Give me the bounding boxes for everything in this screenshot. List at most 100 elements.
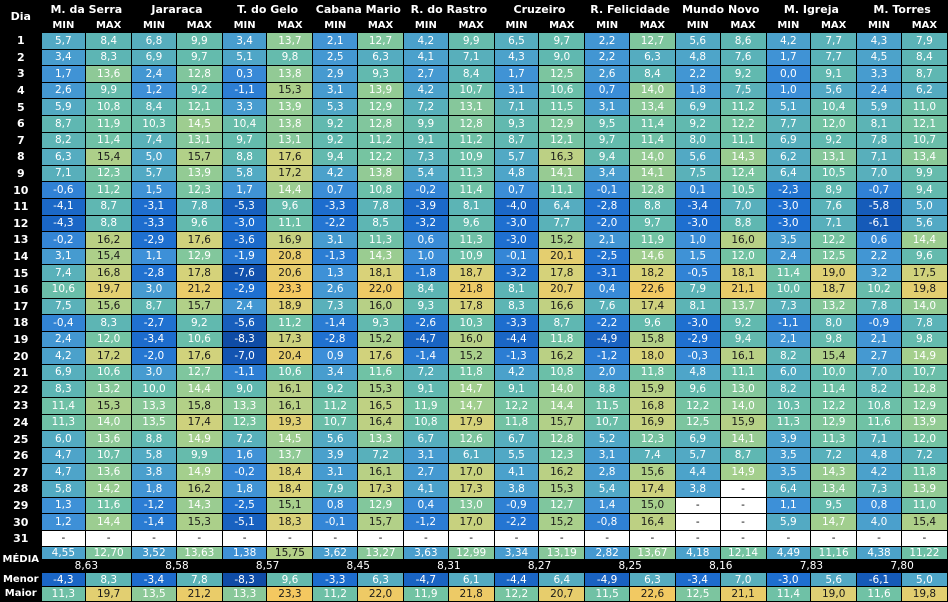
value-cell: 6,3 xyxy=(628,572,676,588)
value-cell: 14,0 xyxy=(719,397,767,415)
value-cell: 13,3 xyxy=(131,397,177,415)
value-cell: -3,1 xyxy=(584,264,630,282)
value-cell: 7,2 xyxy=(221,430,268,448)
value-cell: 23,3 xyxy=(266,280,314,299)
value-cell: 12,3 xyxy=(175,181,223,199)
value-cell: 6,9 xyxy=(674,430,721,448)
value-cell: 13,1 xyxy=(175,131,223,150)
value-cell: 7,9 xyxy=(900,32,948,50)
table-row: 16 10,6 19,7 3,0 21,2 -2,9 23,3 2,6 22,0 8,4 21,8 8… xyxy=(0,280,948,299)
value-cell: 3,8 xyxy=(493,480,540,498)
value-cell: 10,6 xyxy=(85,363,133,382)
value-cell: 8,2 xyxy=(856,380,902,399)
value-cell: 4,2 xyxy=(856,463,902,482)
value-cell: 19,7 xyxy=(85,586,133,602)
value-cell: -3,0 xyxy=(765,214,812,233)
value-cell: 3,1 xyxy=(312,81,359,100)
table-row: 1 5,7 8,4 6,8 9,9 3,4 13,7 2,1 12,7 4,2 9,9 6,5 9,7 2… xyxy=(0,32,948,50)
value-cell: 7,3 xyxy=(856,480,902,498)
value-cell: 3,5 xyxy=(765,446,812,465)
media-overall-cell: 8,57 xyxy=(221,559,314,574)
value-cell: 10,0 xyxy=(810,363,858,382)
min-header: MIN xyxy=(674,18,721,33)
value-cell: 5,6 xyxy=(674,148,721,166)
table-row: 14 3,1 15,4 1,1 12,9 -1,9 20,8 -1,3 14,3 1,0 10,9-… xyxy=(0,247,948,266)
value-cell: -1,2 xyxy=(403,513,449,531)
value-cell: - xyxy=(719,496,767,515)
min-header: MIN xyxy=(131,18,177,33)
table-row: 13 -0,2 16,2 -2,9 17,6 -3,6 16,9 3,1 11,3 0,6 11,3… xyxy=(0,231,948,249)
value-cell: 14,7 xyxy=(447,397,495,415)
media-overall-cell: 8,45 xyxy=(312,559,405,574)
menor-row: Menor -4,3 8,3 -3,4 7,8 -8,3 9,6 -3,3 6,3 -4,7 6,1… xyxy=(0,572,948,588)
value-cell: 20,6 xyxy=(266,264,314,282)
value-cell: 5,9 xyxy=(856,98,902,116)
value-cell: 1,1 xyxy=(765,496,812,515)
value-cell: 11,3 xyxy=(40,413,87,432)
value-cell: 10,7 xyxy=(900,131,948,150)
value-cell: 21,8 xyxy=(447,586,495,602)
value-cell: 2,82 xyxy=(584,546,630,561)
value-cell: 17,6 xyxy=(266,148,314,166)
value-cell: 15,6 xyxy=(628,463,676,482)
value-cell: 4,2 xyxy=(40,347,87,365)
value-cell: 12,0 xyxy=(900,430,948,448)
value-cell: 12,5 xyxy=(538,65,586,83)
value-cell: 1,6 xyxy=(221,446,268,465)
table-row: 4 2,6 9,9 1,2 9,2 -1,1 15,3 3,1 13,9 4,2 10,7 3,1 10… xyxy=(0,81,948,100)
header-minmax-row: MIN MAX MIN MAX MIN MAX MIN MAX MIN MAX MIN MAX MIN M… xyxy=(1,18,948,33)
value-cell: -2,5 xyxy=(584,247,630,266)
value-cell: 13,67 xyxy=(628,546,676,561)
value-cell: 2,4 xyxy=(131,65,177,83)
value-cell: - xyxy=(357,529,405,548)
value-cell: 12,8 xyxy=(175,65,223,83)
value-cell: 13,63 xyxy=(175,546,223,561)
value-cell: 7,7 xyxy=(538,214,586,233)
value-cell: 14,9 xyxy=(175,463,223,482)
value-cell: 7,5 xyxy=(40,297,87,316)
value-cell: 9,7 xyxy=(538,32,586,50)
value-cell: 7,0 xyxy=(856,363,902,382)
value-cell: 3,2 xyxy=(856,264,902,282)
value-cell: 12,70 xyxy=(85,546,133,561)
value-cell: 5,9 xyxy=(765,513,812,531)
value-cell: 2,7 xyxy=(856,347,902,365)
max-header: MAX xyxy=(175,18,223,33)
value-cell: 15,8 xyxy=(628,330,676,349)
value-cell: -2,5 xyxy=(221,496,268,515)
value-cell: 3,63 xyxy=(403,546,449,561)
value-cell: 4,7 xyxy=(40,463,87,482)
table-row: 20 4,2 17,2 -2,0 17,6 -7,0 20,4 0,9 17,6 -1,4 15,2… xyxy=(0,347,948,365)
day-number: 1 xyxy=(0,32,42,50)
value-cell: 7,3 xyxy=(312,297,359,316)
value-cell: - xyxy=(765,529,812,548)
value-cell: 7,2 xyxy=(900,446,948,465)
value-cell: 18,1 xyxy=(357,264,405,282)
value-cell: 15,7 xyxy=(538,413,586,432)
value-cell: 11,8 xyxy=(538,330,586,349)
value-cell: 5,8 xyxy=(131,446,177,465)
value-cell: 7,2 xyxy=(357,446,405,465)
value-cell: 0,8 xyxy=(856,496,902,515)
value-cell: 7,7 xyxy=(810,48,858,67)
value-cell: 8,2 xyxy=(765,347,812,365)
value-cell: 1,7 xyxy=(493,65,540,83)
value-cell: 1,4 xyxy=(584,496,630,515)
media-overall-cell: 8,16 xyxy=(674,559,767,574)
value-cell: 12,2 xyxy=(493,397,540,415)
value-cell: -3,0 xyxy=(765,572,812,588)
value-cell: 9,8 xyxy=(810,330,858,349)
value-cell: 11,3 xyxy=(357,231,405,249)
day-number: 12 xyxy=(0,214,42,233)
value-cell: -0,4 xyxy=(40,314,87,332)
value-cell: 12,7 xyxy=(357,32,405,50)
value-cell: 3,5 xyxy=(765,231,812,249)
value-cell: 5,2 xyxy=(584,430,630,448)
value-cell: -0,9 xyxy=(856,314,902,332)
value-cell: 1,0 xyxy=(674,231,721,249)
value-cell: 14,0 xyxy=(628,81,676,100)
value-cell: -1,9 xyxy=(221,247,268,266)
value-cell: 6,9 xyxy=(674,98,721,116)
value-cell: 18,4 xyxy=(266,463,314,482)
value-cell: 14,3 xyxy=(719,148,767,166)
